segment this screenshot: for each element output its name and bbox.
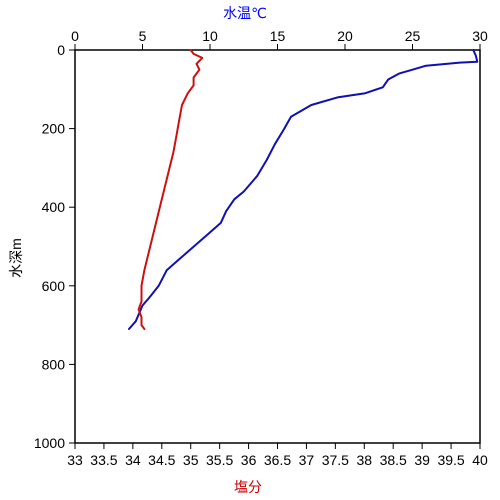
left-tick-label: 0 bbox=[57, 42, 65, 58]
bottom-tick-label: 37.5 bbox=[322, 452, 349, 468]
bottom-tick-label: 33 bbox=[67, 452, 83, 468]
salinity-line bbox=[137, 49, 204, 330]
bottom-axis-ticks: 33 33.5 34 34.5 35 35.5 36 36.5 37 37.5 38 38.5 39 39… bbox=[67, 443, 488, 468]
top-tick-label: 25 bbox=[405, 28, 421, 44]
top-tick-label: 0 bbox=[71, 28, 79, 44]
water-temperature-line bbox=[128, 49, 479, 330]
bottom-tick-label: 36 bbox=[241, 452, 257, 468]
bottom-tick-label: 37 bbox=[299, 452, 315, 468]
top-axis-ticks: 0 5 10 15 20 25 30 bbox=[71, 28, 488, 50]
bottom-tick-label: 34.5 bbox=[148, 452, 175, 468]
bottom-axis-title: 塩分 bbox=[234, 479, 262, 495]
bottom-tick-label: 36.5 bbox=[264, 452, 291, 468]
left-axis-title: 水深m bbox=[8, 238, 24, 278]
left-tick-label: 600 bbox=[42, 278, 66, 294]
bottom-tick-label: 38.5 bbox=[380, 452, 407, 468]
bottom-tick-label: 34 bbox=[125, 452, 141, 468]
left-tick-label: 1000 bbox=[34, 435, 65, 451]
left-tick-label: 200 bbox=[42, 121, 66, 137]
left-axis-ticks: 0 200 400 600 800 1000 bbox=[34, 42, 75, 451]
top-tick-label: 15 bbox=[270, 28, 286, 44]
bottom-tick-label: 35.5 bbox=[206, 452, 233, 468]
bottom-tick-label: 33.5 bbox=[90, 452, 117, 468]
plot-frame bbox=[74, 49, 481, 444]
bottom-tick-label: 39 bbox=[414, 452, 430, 468]
series-group bbox=[128, 49, 479, 330]
top-tick-label: 5 bbox=[139, 28, 147, 44]
bottom-tick-label: 40 bbox=[472, 452, 488, 468]
left-tick-label: 800 bbox=[42, 356, 66, 372]
top-tick-label: 10 bbox=[202, 28, 218, 44]
left-tick-label: 400 bbox=[42, 199, 66, 215]
top-tick-label: 20 bbox=[337, 28, 353, 44]
top-tick-label: 30 bbox=[472, 28, 488, 44]
top-axis-title: 水温℃ bbox=[223, 5, 267, 21]
bottom-tick-label: 35 bbox=[183, 452, 199, 468]
bottom-tick-label: 39.5 bbox=[437, 452, 464, 468]
bottom-tick-label: 38 bbox=[356, 452, 372, 468]
